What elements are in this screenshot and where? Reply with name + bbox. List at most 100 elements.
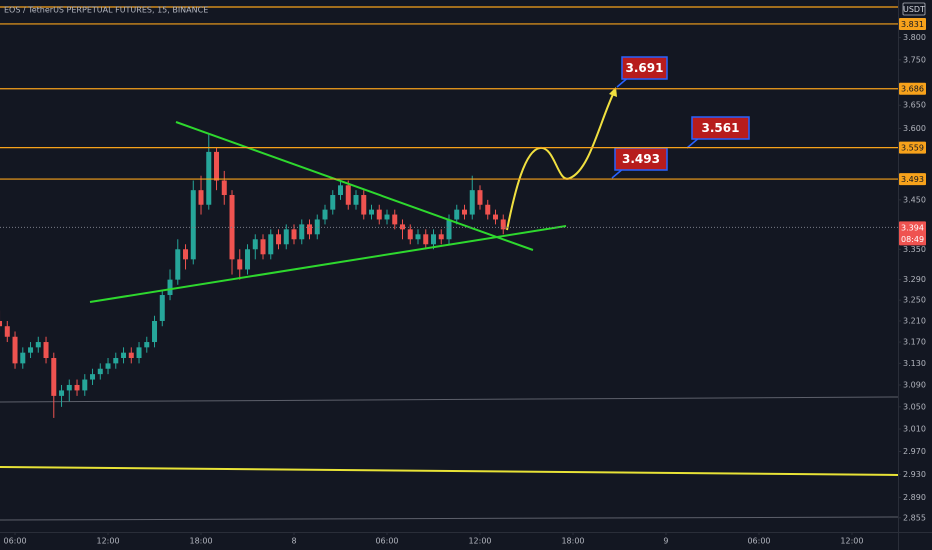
y-tick-label: 3.170 xyxy=(903,338,926,347)
price-tag xyxy=(899,82,926,95)
candle-body xyxy=(97,368,103,375)
y-tick-label: 2.855 xyxy=(903,513,926,522)
y-tick-label: 3.210 xyxy=(903,316,926,325)
yellow-trendline xyxy=(0,466,899,476)
candle-body xyxy=(229,195,235,260)
x-tick-label: 18:00 xyxy=(561,537,584,546)
candle-body xyxy=(461,209,467,215)
x-tick-label: 06:00 xyxy=(747,537,770,546)
callout-label: 3.691 xyxy=(626,61,664,75)
candle-body xyxy=(260,239,266,255)
candle-body xyxy=(307,224,313,235)
candle-body xyxy=(4,326,10,337)
candle-body xyxy=(59,390,65,396)
price-tag xyxy=(899,17,926,30)
candle-body xyxy=(469,190,475,215)
candle-body xyxy=(384,214,390,220)
y-tick-label: 3.010 xyxy=(903,425,926,434)
lower-trendline xyxy=(89,225,567,303)
y-tick-label: 2.890 xyxy=(903,493,926,502)
y-tick-label: 3.090 xyxy=(903,380,926,389)
candle-body xyxy=(12,336,18,364)
bottom-line xyxy=(0,516,899,521)
candles xyxy=(0,133,506,418)
x-tick-label: 12:00 xyxy=(468,537,491,546)
candle-body xyxy=(415,234,421,240)
candle-body xyxy=(245,249,251,270)
candle-body xyxy=(20,352,26,364)
candle-body xyxy=(276,234,282,245)
projection-arrow xyxy=(609,87,617,97)
candle-body xyxy=(35,342,41,348)
candle-body xyxy=(237,259,243,270)
candle-body xyxy=(152,320,158,343)
candle-body xyxy=(485,204,491,215)
candle-body xyxy=(268,234,274,255)
x-tick-label: 06:00 xyxy=(4,537,27,546)
x-tick-label: 12:00 xyxy=(840,537,863,546)
candle-body xyxy=(51,358,57,396)
price-tag xyxy=(899,173,926,186)
candle-body xyxy=(369,209,375,215)
y-tick-label: 3.600 xyxy=(903,124,926,133)
callout: 3.561 xyxy=(686,116,750,149)
candle-body xyxy=(113,358,119,364)
candle-body xyxy=(353,195,359,205)
y-tick-label: 3.050 xyxy=(903,402,926,411)
candle-body xyxy=(361,195,367,215)
y-tick-label: 3.290 xyxy=(903,275,926,284)
price-tag-label: 3.493 xyxy=(901,175,924,184)
price-tag-label: 3.686 xyxy=(901,85,924,94)
y-tick-label: 2.930 xyxy=(903,470,926,479)
y-tick-label: 3.800 xyxy=(903,33,926,42)
candle-body xyxy=(28,347,34,353)
y-tick-label: 3.450 xyxy=(903,195,926,204)
callout-box xyxy=(621,56,668,80)
candle-body xyxy=(136,347,142,359)
projection-path xyxy=(506,89,616,231)
candle-body xyxy=(252,239,258,250)
candle-body xyxy=(82,379,88,391)
candle-body xyxy=(121,352,127,359)
x-tick-label: 18:00 xyxy=(189,537,212,546)
y-tick-label: 3.350 xyxy=(903,245,926,254)
candle-body xyxy=(407,229,413,240)
candle-body xyxy=(330,195,336,210)
upper-trendline xyxy=(175,121,534,251)
candle-body xyxy=(454,209,460,220)
candle-body xyxy=(66,384,72,391)
candle-body xyxy=(190,190,196,260)
candle-body xyxy=(90,374,96,380)
candle-body xyxy=(43,342,49,359)
candle-body xyxy=(392,214,398,225)
candle-body xyxy=(0,320,3,327)
y-tick-label: 2.970 xyxy=(903,447,926,456)
candle-body xyxy=(283,229,289,245)
candle-body xyxy=(299,224,305,240)
last-price-tag xyxy=(899,221,926,246)
candle-body xyxy=(500,219,506,230)
x-tick-label: 06:00 xyxy=(375,537,398,546)
candle-body xyxy=(376,209,382,220)
callout-label: 3.561 xyxy=(702,121,740,135)
currency-tag xyxy=(902,2,926,16)
callout-label: 3.493 xyxy=(622,152,660,166)
chart-title: EOS / TetherUS PERPETUAL FUTURES, 15, BI… xyxy=(4,6,208,15)
candle-body xyxy=(175,249,181,280)
y-tick-label: 3.650 xyxy=(903,101,926,110)
candle-body xyxy=(206,151,212,205)
candle-body xyxy=(198,190,204,205)
currency-label: USDT xyxy=(903,5,925,14)
candle-body xyxy=(221,180,227,196)
price-tag-label: 3.831 xyxy=(901,20,924,29)
price-tag xyxy=(899,141,926,154)
y-tick-label: 3.750 xyxy=(903,55,926,64)
candle-body xyxy=(492,214,498,220)
candle-body xyxy=(159,295,165,321)
candle-body xyxy=(167,279,173,296)
countdown-label: 08:49 xyxy=(901,235,924,244)
candle-body xyxy=(438,234,444,240)
candle-body xyxy=(345,185,351,205)
